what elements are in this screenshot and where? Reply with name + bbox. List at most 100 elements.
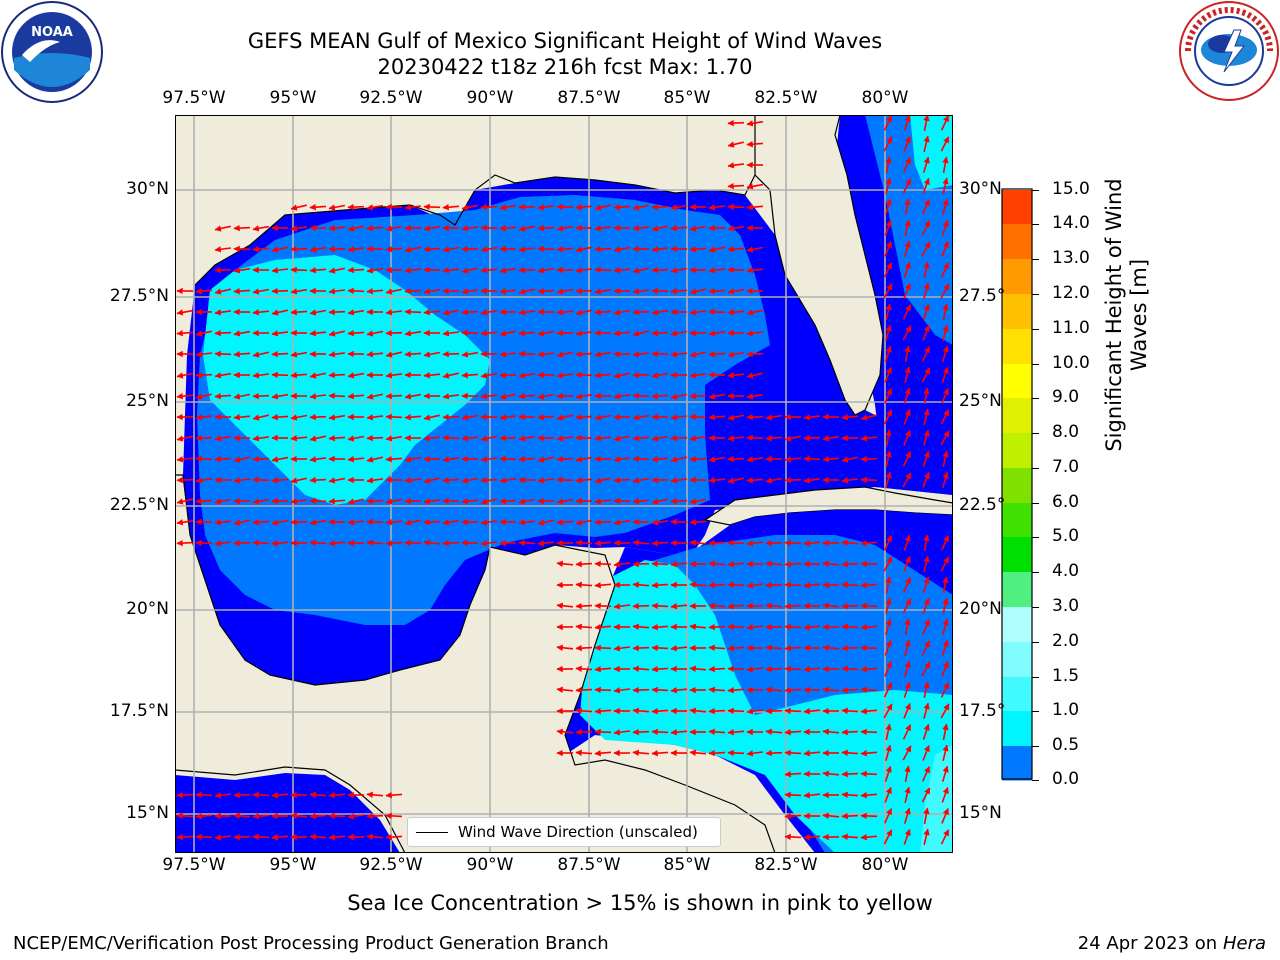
wave-direction-arrow xyxy=(556,686,574,693)
wave-direction-arrow xyxy=(885,471,892,488)
colorbar-tick-label: 6.0 xyxy=(1052,492,1080,512)
wave-direction-arrow xyxy=(765,539,783,547)
wave-direction-arrow xyxy=(252,351,269,358)
wave-direction-arrow xyxy=(328,308,346,316)
wave-direction-arrow xyxy=(385,372,403,379)
wave-direction-arrow xyxy=(632,308,650,316)
colorbar-tick-mark xyxy=(1032,259,1039,260)
wave-direction-arrow xyxy=(841,728,859,736)
wave-direction-arrow xyxy=(252,518,270,526)
wave-direction-arrow xyxy=(883,703,893,719)
wave-direction-arrow xyxy=(651,287,669,295)
wave-direction-arrow xyxy=(746,434,764,442)
wave-direction-arrow xyxy=(940,430,950,446)
wave-direction-arrow xyxy=(841,644,859,652)
wave-direction-arrow xyxy=(404,267,422,274)
wave-direction-arrow xyxy=(480,266,498,274)
wave-direction-arrow xyxy=(885,744,892,761)
wave-direction-arrow xyxy=(884,219,892,236)
wave-direction-arrow xyxy=(727,309,745,316)
wave-direction-arrow xyxy=(537,351,555,358)
wave-direction-arrow xyxy=(537,204,555,211)
wave-direction-arrow xyxy=(860,540,878,547)
colorbar-block xyxy=(1002,572,1032,608)
wave-direction-arrow xyxy=(670,224,688,232)
lat-label-right: 20°N xyxy=(959,599,1002,619)
wave-direction-arrow xyxy=(442,539,460,547)
wave-direction-arrow xyxy=(233,267,251,274)
wave-direction-arrow xyxy=(290,812,308,819)
wave-direction-arrow xyxy=(461,267,478,274)
wave-direction-arrow xyxy=(575,350,593,358)
wave-direction-arrow xyxy=(885,723,892,740)
wave-direction-arrow xyxy=(689,435,707,442)
wave-direction-arrow xyxy=(689,413,707,421)
wave-direction-arrow xyxy=(632,498,650,505)
wave-direction-arrow xyxy=(803,666,821,673)
wave-direction-arrow xyxy=(651,581,669,589)
wave-direction-arrow xyxy=(233,245,251,253)
wave-direction-arrow xyxy=(461,288,479,295)
wave-direction-arrow xyxy=(233,477,251,484)
wave-direction-arrow xyxy=(904,366,911,383)
wave-direction-arrow xyxy=(940,409,950,425)
wave-direction-arrow xyxy=(594,414,612,421)
chart-subtitle: 20230422 t18z 216h fcst Max: 1.70 xyxy=(377,55,753,79)
map-frame: Wind Wave Direction (unscaled) xyxy=(174,114,954,854)
wave-direction-arrow xyxy=(423,455,441,463)
wave-direction-arrow xyxy=(537,245,555,253)
wave-direction-arrow xyxy=(480,498,497,505)
wave-direction-arrow xyxy=(860,770,878,778)
colorbar-tick-label: 8.0 xyxy=(1052,422,1080,442)
wave-direction-arrow xyxy=(575,267,593,274)
wave-direction-arrow xyxy=(233,456,250,463)
wave-direction-arrow xyxy=(921,766,931,782)
wave-direction-arrow xyxy=(366,434,384,442)
colorbar-tick-label: 3.0 xyxy=(1052,596,1080,616)
wave-direction-arrow xyxy=(784,812,802,820)
wave-direction-arrow xyxy=(632,749,650,756)
wave-direction-arrow xyxy=(903,703,911,719)
wave-direction-arrow xyxy=(632,330,649,337)
colorbar-tick-label: 2.0 xyxy=(1052,631,1080,651)
wave-direction-arrow xyxy=(404,204,422,211)
wave-direction-arrow xyxy=(290,351,308,358)
wave-direction-arrow xyxy=(883,136,893,152)
wave-direction-arrow xyxy=(556,602,574,609)
wave-direction-arrow xyxy=(480,476,498,484)
wave-direction-arrow xyxy=(860,455,878,463)
wave-direction-arrow xyxy=(708,644,726,652)
wave-direction-arrow xyxy=(922,303,930,320)
wave-direction-arrow xyxy=(923,681,930,698)
wave-direction-arrow xyxy=(461,435,479,442)
wave-direction-arrow xyxy=(902,577,912,593)
wave-direction-arrow xyxy=(765,728,783,735)
wave-direction-arrow xyxy=(708,204,726,211)
wave-direction-arrow xyxy=(841,623,859,631)
wave-direction-arrow xyxy=(632,288,650,295)
wave-direction-arrow xyxy=(556,518,574,526)
wave-direction-arrow xyxy=(632,581,650,588)
wave-direction-arrow xyxy=(613,393,631,400)
wave-direction-arrow xyxy=(922,472,930,488)
wave-direction-arrow xyxy=(708,602,726,610)
sea-ice-note: Sea Ice Concentration > 15% is shown in … xyxy=(347,891,933,915)
wave-direction-arrow xyxy=(556,435,574,442)
wave-direction-arrow xyxy=(841,414,859,421)
wave-direction-arrow xyxy=(461,225,479,232)
wave-direction-arrow xyxy=(480,203,498,211)
wave-direction-arrow xyxy=(803,414,821,421)
wave-direction-arrow xyxy=(903,387,911,404)
wave-direction-arrow xyxy=(309,539,327,547)
wave-direction-arrow xyxy=(537,519,554,526)
wave-direction-arrow xyxy=(309,791,327,799)
wave-direction-arrow xyxy=(689,623,707,630)
wave-direction-arrow xyxy=(746,666,764,673)
lat-label-left: 25°N xyxy=(126,391,169,411)
wave-direction-arrow xyxy=(727,687,745,694)
wave-direction-arrow xyxy=(271,330,289,337)
lon-label-bottom: 90°W xyxy=(466,855,514,875)
wave-direction-arrow xyxy=(632,707,650,714)
wave-direction-arrow xyxy=(499,330,516,337)
colorbar-tick-mark xyxy=(1032,607,1039,608)
